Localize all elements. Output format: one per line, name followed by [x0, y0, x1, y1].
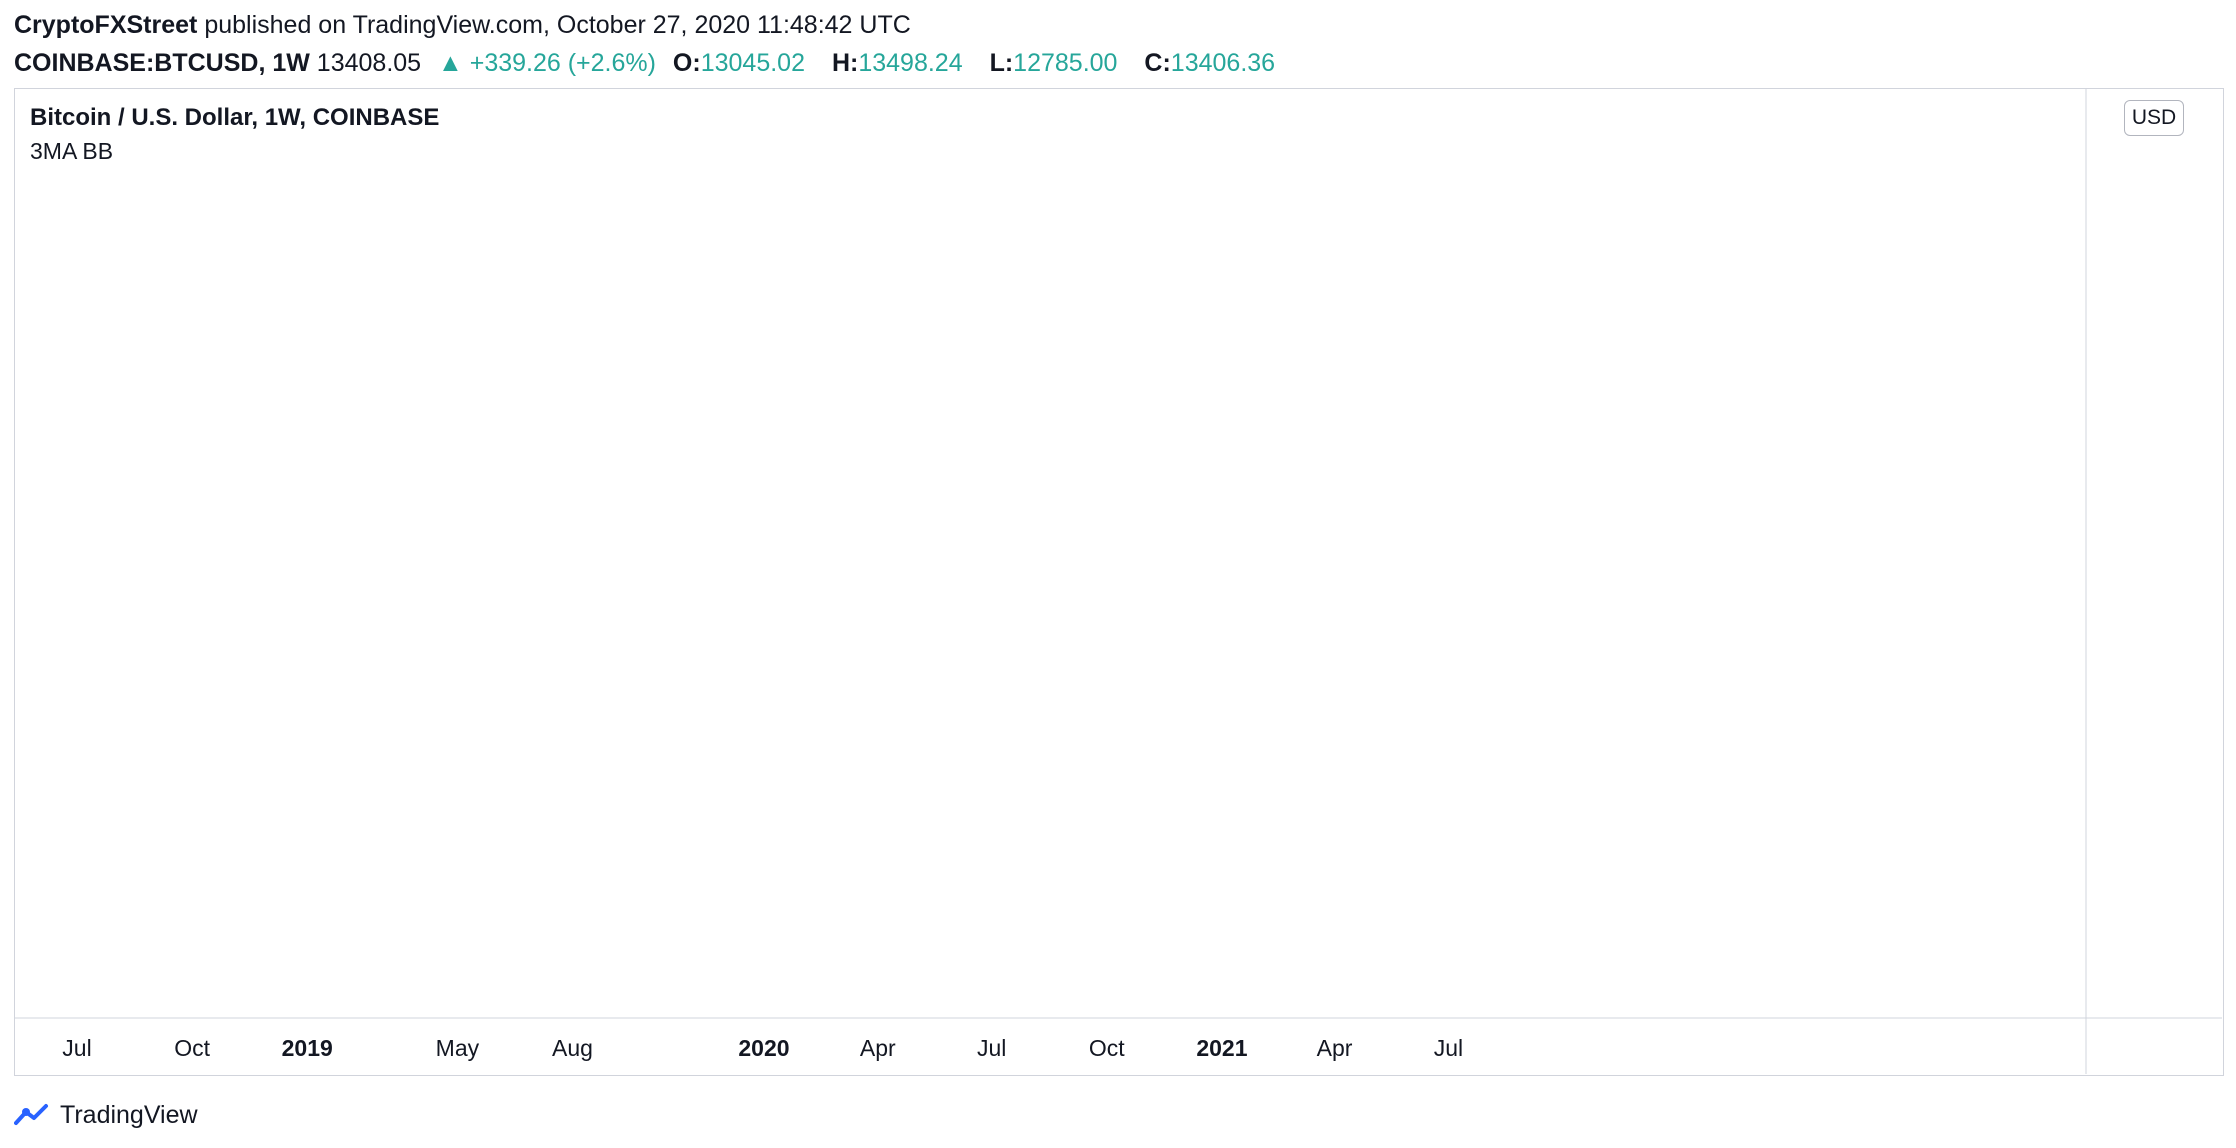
x-tick-label: Apr: [1317, 1035, 1353, 1061]
x-tick-label: Oct: [1089, 1035, 1125, 1061]
x-tick-label: 2020: [738, 1035, 789, 1061]
ohlc-row: COINBASE:BTCUSD, 1W 13408.05 ▲ +339.26 (…: [14, 44, 1295, 82]
indicator-legend[interactable]: 3MA BB: [30, 138, 114, 164]
close-label: C:: [1144, 49, 1171, 77]
chart-panel[interactable]: [14, 88, 2224, 1076]
low-value: 12785.00: [1013, 49, 1118, 77]
open-label: O:: [672, 49, 701, 77]
low-label: L:: [989, 49, 1014, 77]
close-value: 13406.36: [1170, 49, 1276, 77]
author-name[interactable]: CryptoFXStreet: [14, 11, 198, 39]
publish-info: CryptoFXStreet published on TradingView.…: [14, 6, 1295, 44]
x-tick-label: Aug: [552, 1035, 593, 1061]
x-tick-label: 2021: [1196, 1035, 1247, 1061]
tradingview-logo-icon: [14, 1104, 48, 1125]
tradingview-brand[interactable]: TradingView: [60, 1100, 198, 1129]
x-tick-label: Apr: [860, 1035, 896, 1061]
x-tick-label: Jul: [977, 1035, 1006, 1061]
chart-legend-title: Bitcoin / U.S. Dollar, 1W, COINBASE: [30, 104, 440, 131]
chart-header: CryptoFXStreet published on TradingView.…: [14, 6, 1295, 82]
footer: TradingView: [14, 1095, 198, 1135]
last-price-value: 13408.05: [316, 49, 422, 77]
x-tick-label: May: [436, 1035, 480, 1061]
price-change: ▲ +339.26 (+2.6%): [438, 49, 656, 77]
high-value: 13498.24: [858, 49, 963, 77]
x-tick-label: Oct: [174, 1035, 210, 1061]
currency-button[interactable]: USD: [2124, 100, 2184, 136]
published-text: published on TradingView.com, October 27…: [204, 11, 911, 39]
high-label: H:: [831, 49, 859, 77]
symbol-label: COINBASE:BTCUSD, 1W: [14, 49, 310, 77]
x-tick-label: Jul: [1434, 1035, 1463, 1061]
x-tick-label: 2019: [282, 1035, 333, 1061]
open-value: 13045.02: [700, 49, 805, 77]
x-tick-label: Jul: [62, 1035, 91, 1061]
